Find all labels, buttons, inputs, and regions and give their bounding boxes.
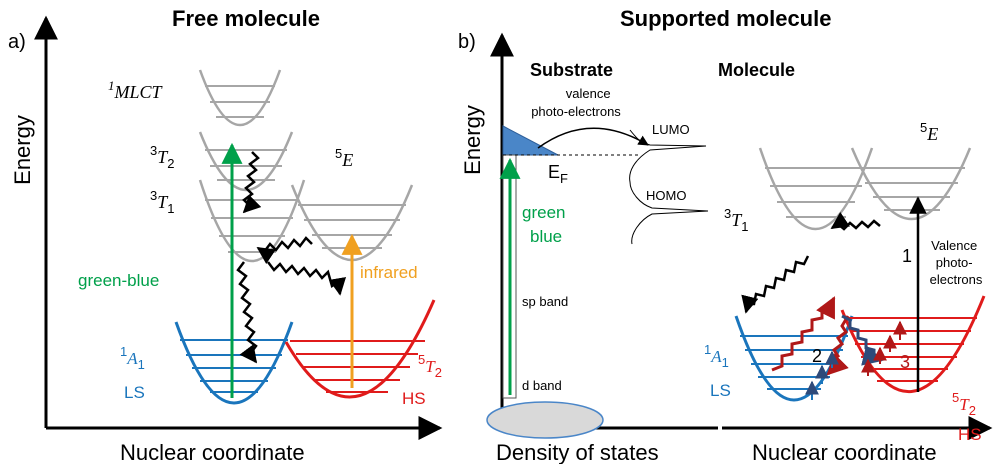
blue-label: blue xyxy=(530,227,562,246)
hs-spin-label: HS xyxy=(402,389,426,408)
homo-label: HOMO xyxy=(646,188,686,203)
t2-triplet-state-label: 3T2 xyxy=(150,143,174,171)
panel-a-label: a) xyxy=(8,31,26,53)
panel-a-nuclear-coordinate-label: Nuclear coordinate xyxy=(120,440,305,464)
red-step-arrows xyxy=(861,320,907,376)
t2-quintet-potential-well xyxy=(284,299,436,399)
a1-state-label: 1A1 xyxy=(120,344,145,372)
supported-t2-quintet-label: 5T2 xyxy=(952,390,976,418)
infrared-label: infrared xyxy=(360,263,418,282)
panel-a-energy-label: Energy xyxy=(10,115,35,185)
panel-b-label: b) xyxy=(458,31,476,53)
valence-photoelectrons-label: valence photo-electrons xyxy=(531,86,621,119)
blue-step-arrows xyxy=(805,350,839,400)
supported-ls-label: LS xyxy=(710,381,731,400)
molecule-heading: Molecule xyxy=(718,60,795,80)
mlct-state-label: 1MLCT xyxy=(108,78,164,102)
supported-t1-label: 3T1 xyxy=(724,206,748,234)
molecule-nuclear-coordinate-label: Nuclear coordinate xyxy=(752,440,937,464)
density-of-states-label: Density of states xyxy=(496,440,659,464)
panel-b-title: Supported molecule xyxy=(620,6,831,31)
e-quintet-state-label: 5E xyxy=(335,146,353,170)
fermi-level-label: EF xyxy=(548,162,568,186)
decay-wavy-arrows xyxy=(236,151,347,364)
ls-spin-label: LS xyxy=(124,383,145,402)
d-band-ellipse xyxy=(486,401,604,439)
a1-ground-potential-well xyxy=(174,321,294,405)
step-3-label: 3 xyxy=(900,352,910,372)
substrate-heading: Substrate xyxy=(530,60,613,80)
sp-band-label: sp band xyxy=(522,294,568,309)
d-band-label: d band xyxy=(522,378,562,393)
supported-e-quintet-label: 5E xyxy=(920,120,938,144)
molecular-dos-curve xyxy=(629,129,709,245)
photoelectron-transfer-arrow xyxy=(537,127,649,149)
t2-quintet-state-label: 5T2 xyxy=(418,352,442,380)
supported-hs-label: HS xyxy=(958,425,982,444)
panel-a-title: Free molecule xyxy=(172,6,320,31)
supported-e-quintet-potential-well xyxy=(850,147,972,221)
supported-t1-potential-well xyxy=(758,147,874,230)
supported-t2-quintet-potential-well xyxy=(840,295,986,393)
green-blue-label: green-blue xyxy=(78,271,159,290)
step-2-label: 2 xyxy=(812,346,822,366)
green-label: green xyxy=(522,203,565,222)
panel-a: a) Free molecule Energy Nuclear coordina… xyxy=(8,6,443,464)
molecule-decay-wavy-arrows xyxy=(741,211,881,314)
supported-a1-label: 1A1 xyxy=(704,342,729,370)
panel-b-energy-label: Energy xyxy=(460,105,485,175)
occupied-band-wedge xyxy=(502,125,559,156)
t1-triplet-state-label: 3T1 xyxy=(150,188,174,216)
t2-triplet-potential-well xyxy=(198,131,294,191)
mlct-potential-well xyxy=(198,69,282,127)
panel-b: b) Supported molecule Energy Density of … xyxy=(458,6,993,464)
step-1-label: 1 xyxy=(902,246,912,266)
lumo-label: LUMO xyxy=(652,122,690,137)
molecule-valence-note: Valence photo- electrons xyxy=(930,238,983,287)
